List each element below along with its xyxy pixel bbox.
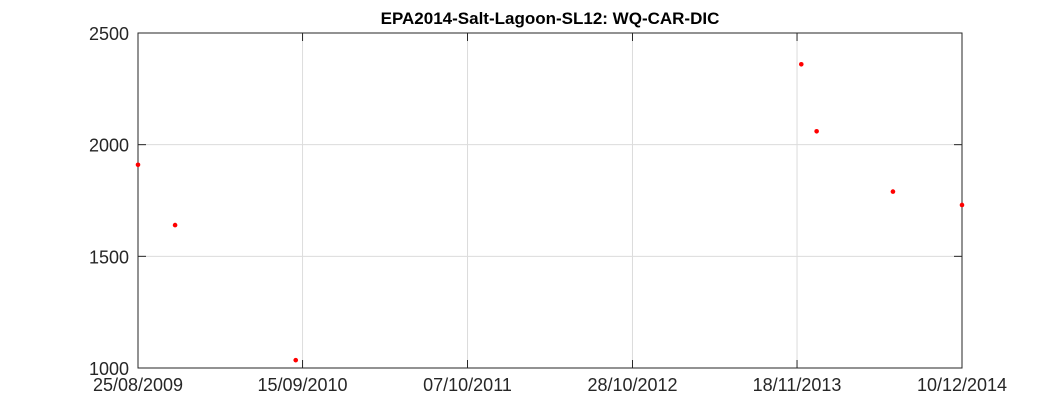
data-point [172, 222, 178, 228]
data-point [798, 61, 804, 67]
x-tick-label: 15/09/2010 [257, 375, 347, 395]
grid-lines [138, 33, 962, 368]
x-tick-label: 25/08/2009 [93, 375, 183, 395]
axis-ticks: 25/08/2009 15/09/2010 07/10/2011 28/10/2012… [89, 24, 1007, 395]
y-tick-label: 1000 [89, 359, 129, 379]
y-tick-label: 2000 [89, 136, 129, 156]
x-tick-label: 28/10/2012 [587, 375, 677, 395]
y-tick-label: 1500 [89, 247, 129, 267]
data-point [959, 202, 965, 208]
y-tick-label: 2500 [89, 24, 129, 44]
data-points [135, 61, 965, 363]
chart-title: EPA2014-Salt-Lagoon-SL12: WQ-CAR-DIC [381, 9, 720, 28]
plot-area-frame [137, 32, 963, 369]
data-point [890, 189, 896, 194]
data-point [135, 162, 141, 168]
x-tick-label: 10/12/2014 [917, 375, 1007, 395]
x-tick-label: 07/10/2011 [423, 375, 512, 395]
data-point [814, 128, 819, 134]
x-tick-label: 18/11/2013 [753, 375, 842, 395]
data-point [293, 357, 299, 363]
